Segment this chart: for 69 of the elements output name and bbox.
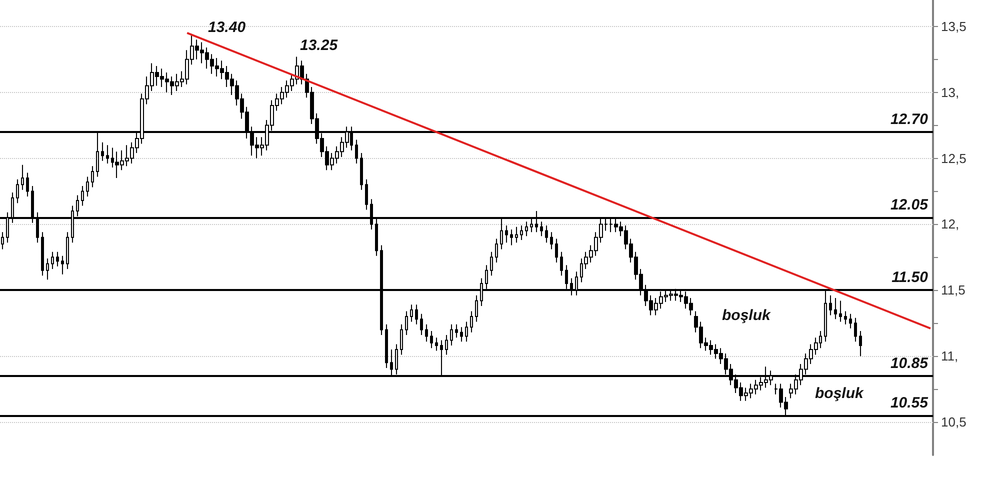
ref-line-label: 11.50 — [892, 269, 929, 286]
ref-line-label: 12.70 — [890, 110, 929, 128]
annotation: boşluk — [722, 307, 771, 324]
candlestick — [26, 172, 29, 198]
candlestick — [839, 300, 842, 322]
candlestick — [829, 294, 832, 316]
y-tick-label: 11,5 — [941, 282, 966, 298]
candlestick — [46, 258, 49, 280]
candlestick — [540, 221, 543, 237]
candlestick — [844, 310, 847, 325]
candlestick — [834, 298, 837, 320]
candlestick — [66, 232, 69, 270]
candlestick — [355, 139, 358, 164]
candlestick — [460, 326, 463, 342]
candlestick — [365, 178, 368, 210]
candlestick — [470, 310, 473, 333]
candlestick — [490, 251, 493, 276]
candlestick — [385, 324, 388, 368]
candlestick — [420, 313, 423, 336]
candlestick — [86, 176, 89, 198]
candlestick — [415, 304, 418, 325]
candlestick — [450, 324, 453, 346]
ref-line-label: 10.85 — [890, 354, 929, 372]
candlestick — [455, 324, 458, 338]
candlestick — [859, 330, 862, 357]
ref-line-label: 10.55 — [890, 394, 929, 412]
candlestick — [61, 255, 64, 275]
ref-line-label: 12.05 — [890, 196, 929, 214]
candlestick — [515, 226, 518, 244]
candlestick — [545, 225, 548, 244]
annotation: 13.40 — [208, 19, 246, 36]
candlestick — [430, 330, 433, 349]
candlestick — [360, 152, 363, 190]
candlestick — [520, 225, 523, 241]
candlestick — [435, 337, 438, 352]
candlestick — [445, 334, 448, 356]
candlestick — [560, 251, 563, 276]
y-tick-label: 12, — [941, 216, 960, 232]
candlestick — [400, 324, 403, 356]
candlestick — [81, 185, 84, 206]
candlestick — [465, 321, 468, 342]
y-tick-label: 13, — [941, 84, 960, 100]
candlestick — [16, 178, 19, 204]
y-tick-label: 10,5 — [941, 414, 966, 430]
candlestick — [550, 232, 553, 250]
candlestick — [101, 142, 104, 162]
candlestick — [91, 166, 94, 188]
candlestick — [41, 232, 44, 276]
y-tick-label: 12,5 — [941, 150, 966, 166]
candlestick — [1, 232, 4, 250]
y-tick-label: 13,5 — [941, 18, 966, 34]
candlestick — [495, 238, 498, 263]
candlestick — [425, 324, 428, 342]
annotation: boşluk — [815, 385, 864, 402]
candlestick — [510, 228, 513, 246]
candlestick — [106, 144, 109, 164]
candlestick — [505, 225, 508, 244]
candlestick — [56, 251, 59, 267]
candlestick — [854, 317, 857, 342]
candlestick — [21, 164, 24, 190]
y-tick-label: 11, — [941, 348, 958, 364]
candlestick — [475, 294, 478, 322]
candlestick — [51, 251, 54, 270]
candlestick — [525, 221, 528, 237]
candlestick — [849, 313, 852, 329]
candlestick — [410, 304, 413, 322]
candlestick — [555, 238, 558, 263]
annotation: 13.25 — [300, 37, 338, 54]
candlestick — [405, 310, 408, 336]
